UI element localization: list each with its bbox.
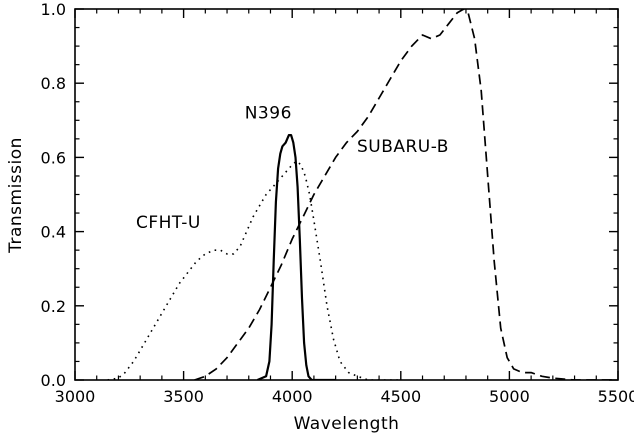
y-tick-label: 1.0 [41, 0, 66, 19]
x-tick-label: 3500 [163, 387, 204, 406]
plot-frame [74, 8, 619, 381]
series-annotation-subaru-b: SUBARU-B [357, 137, 449, 157]
x-tick-label: 4000 [272, 387, 313, 406]
y-tick-label: 0.8 [41, 74, 66, 93]
x-tick-label: 5000 [489, 387, 530, 406]
x-tick-label: 5500 [598, 387, 634, 406]
y-tick-label: 0.4 [41, 223, 66, 242]
y-tick-label: 0.6 [41, 148, 66, 167]
series-cfht-u [107, 160, 401, 380]
series-annotation-cfht-u: CFHT-U [136, 213, 201, 233]
x-tick-label: 3000 [55, 387, 96, 406]
series-n396 [256, 134, 336, 380]
x-axis-label: Wavelength [293, 414, 400, 434]
y-axis-label: Transmission [6, 137, 26, 253]
y-tick-label: 0.2 [41, 297, 66, 316]
series-annotation-n396: N396 [245, 103, 292, 123]
series-subaru-b [194, 9, 616, 380]
x-tick-label: 4500 [380, 387, 421, 406]
y-tick-label: 0.0 [41, 371, 66, 390]
